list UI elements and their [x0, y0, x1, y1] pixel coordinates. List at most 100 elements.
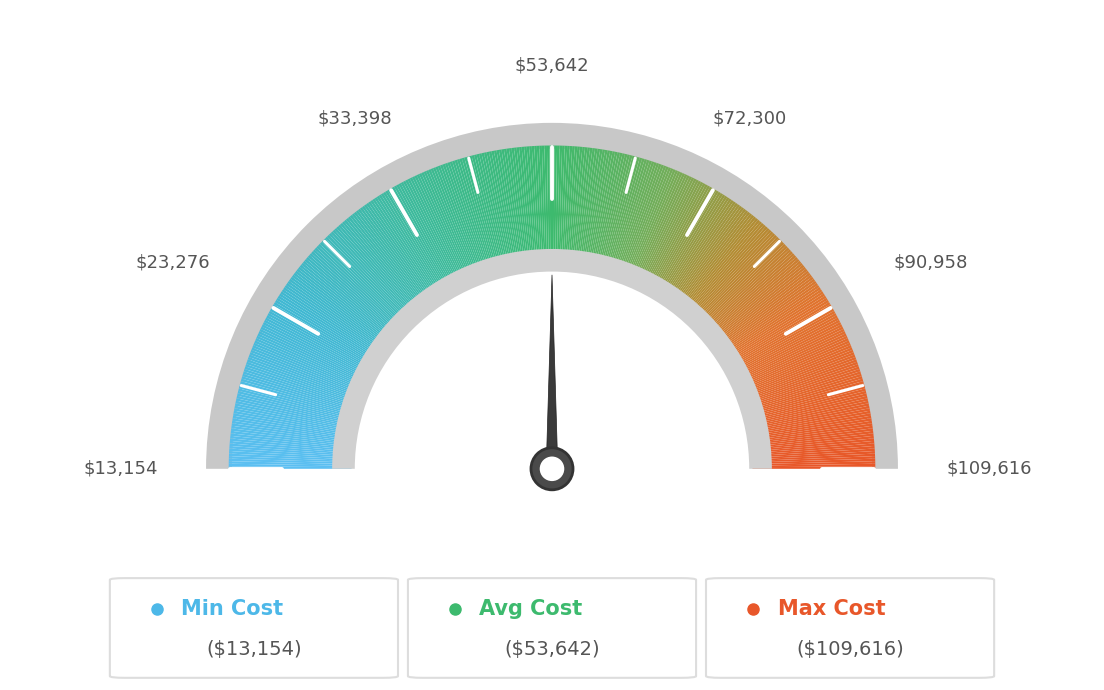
Wedge shape [693, 240, 783, 328]
Wedge shape [729, 315, 838, 375]
Wedge shape [471, 155, 503, 275]
Wedge shape [743, 369, 860, 408]
Wedge shape [566, 146, 577, 269]
Wedge shape [489, 151, 514, 272]
Wedge shape [724, 304, 831, 368]
Wedge shape [414, 175, 468, 288]
Wedge shape [659, 196, 728, 300]
Wedge shape [278, 295, 383, 363]
Wedge shape [305, 259, 400, 339]
Wedge shape [735, 338, 849, 389]
Wedge shape [302, 261, 399, 341]
Wedge shape [540, 146, 545, 268]
Wedge shape [235, 401, 355, 428]
Wedge shape [497, 150, 519, 271]
Wedge shape [254, 340, 368, 391]
Text: Avg Cost: Avg Cost [479, 599, 583, 619]
Wedge shape [352, 213, 429, 311]
Wedge shape [230, 438, 352, 451]
Wedge shape [235, 403, 355, 430]
Wedge shape [689, 233, 775, 324]
Wedge shape [709, 266, 806, 345]
Wedge shape [237, 393, 357, 424]
Wedge shape [285, 285, 388, 356]
Text: $90,958: $90,958 [893, 253, 968, 272]
Wedge shape [684, 226, 767, 319]
Wedge shape [626, 168, 673, 283]
FancyBboxPatch shape [707, 578, 995, 678]
Wedge shape [577, 148, 595, 270]
Wedge shape [752, 456, 875, 462]
Wedge shape [401, 182, 459, 292]
Wedge shape [615, 162, 657, 279]
Wedge shape [544, 146, 549, 268]
Wedge shape [718, 287, 821, 357]
Wedge shape [604, 157, 637, 275]
Wedge shape [255, 338, 369, 389]
Wedge shape [532, 146, 541, 268]
Wedge shape [733, 329, 845, 384]
Wedge shape [265, 317, 375, 377]
Wedge shape [237, 391, 358, 422]
Wedge shape [752, 448, 874, 457]
Wedge shape [739, 352, 854, 398]
Wedge shape [747, 396, 868, 425]
Wedge shape [620, 165, 664, 281]
Wedge shape [348, 217, 426, 313]
Wedge shape [443, 164, 486, 280]
Wedge shape [744, 379, 863, 415]
Wedge shape [617, 163, 659, 279]
Wedge shape [562, 146, 570, 268]
Wedge shape [282, 289, 385, 359]
Wedge shape [491, 150, 516, 272]
Wedge shape [608, 158, 645, 277]
Wedge shape [251, 350, 365, 397]
Wedge shape [742, 366, 860, 407]
Wedge shape [614, 161, 655, 279]
Wedge shape [711, 273, 810, 348]
Wedge shape [740, 357, 857, 401]
Wedge shape [719, 289, 822, 359]
Wedge shape [242, 374, 360, 411]
Wedge shape [469, 156, 502, 275]
Wedge shape [392, 187, 454, 295]
Wedge shape [657, 193, 723, 299]
Wedge shape [683, 225, 766, 319]
Wedge shape [306, 257, 401, 339]
Wedge shape [362, 206, 435, 306]
Wedge shape [646, 183, 705, 293]
Wedge shape [236, 398, 357, 426]
Wedge shape [499, 150, 521, 271]
Wedge shape [752, 451, 875, 460]
Wedge shape [671, 209, 746, 308]
Wedge shape [259, 329, 371, 384]
Wedge shape [519, 147, 533, 269]
Text: $72,300: $72,300 [712, 109, 786, 127]
Wedge shape [267, 313, 376, 373]
Wedge shape [708, 265, 805, 344]
Wedge shape [611, 160, 649, 277]
Wedge shape [578, 148, 597, 270]
Wedge shape [672, 210, 749, 309]
Wedge shape [635, 174, 688, 287]
Wedge shape [385, 190, 450, 297]
Wedge shape [630, 171, 680, 285]
Wedge shape [287, 281, 389, 353]
Wedge shape [564, 146, 575, 269]
Wedge shape [710, 270, 809, 347]
FancyBboxPatch shape [408, 578, 697, 678]
Wedge shape [364, 204, 437, 306]
Wedge shape [751, 423, 872, 442]
Wedge shape [728, 313, 837, 373]
Wedge shape [726, 310, 836, 372]
Wedge shape [455, 160, 493, 277]
Wedge shape [746, 388, 866, 420]
Wedge shape [327, 235, 414, 325]
Wedge shape [231, 428, 353, 445]
Wedge shape [355, 210, 432, 309]
Wedge shape [238, 386, 358, 419]
Wedge shape [521, 147, 534, 269]
Wedge shape [701, 253, 795, 336]
Wedge shape [457, 159, 495, 277]
Wedge shape [323, 239, 412, 327]
